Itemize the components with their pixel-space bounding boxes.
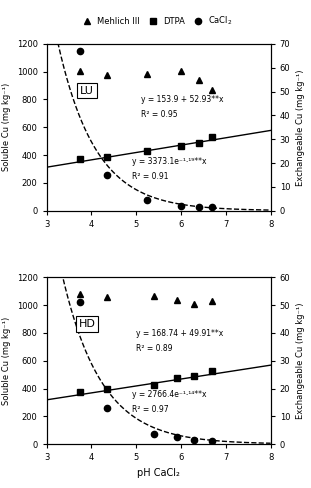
Text: R² = 0.91: R² = 0.91 — [132, 172, 168, 181]
Text: R² = 0.97: R² = 0.97 — [132, 406, 168, 414]
Text: y = 3373.1e⁻¹⋅¹⁹**x: y = 3373.1e⁻¹⋅¹⁹**x — [132, 157, 206, 166]
X-axis label: pH CaCl₂: pH CaCl₂ — [137, 468, 180, 478]
Text: R² = 0.95: R² = 0.95 — [141, 110, 177, 119]
Legend: Mehlich III, DTPA, CaCl$_2$: Mehlich III, DTPA, CaCl$_2$ — [75, 12, 236, 31]
Y-axis label: Exchangeable Cu (mg kg⁻¹): Exchangeable Cu (mg kg⁻¹) — [296, 303, 305, 419]
Y-axis label: Soluble Cu (mg kg⁻¹): Soluble Cu (mg kg⁻¹) — [2, 83, 11, 171]
Text: HD: HD — [78, 319, 95, 329]
Y-axis label: Exchangeable Cu (mg kg⁻¹): Exchangeable Cu (mg kg⁻¹) — [296, 69, 305, 185]
Y-axis label: Soluble Cu (mg kg⁻¹): Soluble Cu (mg kg⁻¹) — [2, 317, 11, 405]
Text: LU: LU — [80, 85, 94, 96]
Text: y = 153.9 + 52.93**x: y = 153.9 + 52.93**x — [141, 95, 223, 104]
Text: R² = 0.89: R² = 0.89 — [136, 344, 173, 353]
Text: y = 2766.4e⁻¹⋅¹⁴**x: y = 2766.4e⁻¹⋅¹⁴**x — [132, 390, 206, 399]
Text: y = 168.74 + 49.91**x: y = 168.74 + 49.91**x — [136, 329, 224, 338]
